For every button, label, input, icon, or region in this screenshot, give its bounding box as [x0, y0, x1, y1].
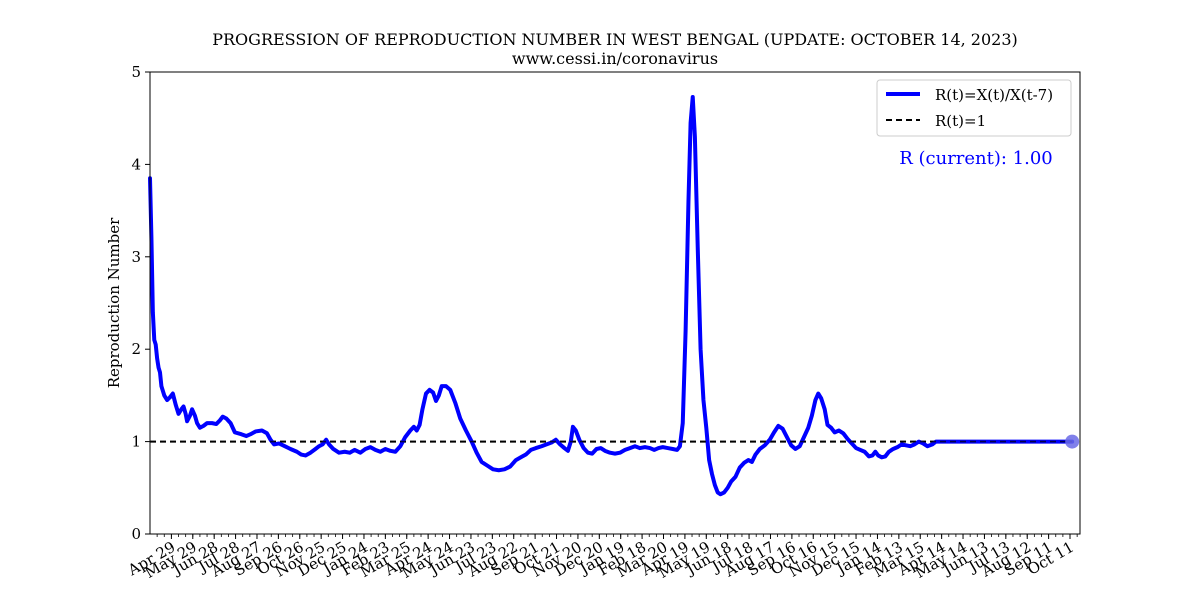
y-tick-label: 5	[131, 63, 141, 81]
y-tick-label: 4	[131, 155, 141, 173]
legend-label-rt: R(t)=X(t)/X(t-7)	[935, 86, 1053, 104]
y-axis: 0 1 2 3 4 5	[131, 63, 150, 543]
plot-area	[148, 94, 1080, 497]
series-rt-line	[148, 94, 1075, 497]
chart-subtitle: www.cessi.in/coronavirus	[512, 49, 718, 68]
y-tick-label: 2	[131, 340, 141, 358]
legend-box	[876, 79, 1072, 137]
y-tick-label: 1	[131, 433, 141, 451]
current-point-marker	[1065, 434, 1080, 449]
legend: R(t)=X(t)/X(t-7) R(t)=1	[876, 79, 1072, 137]
y-axis-label: Reproduction Number	[105, 217, 123, 388]
plot-frame	[149, 71, 1081, 535]
x-tick-label: Oct 11	[1024, 538, 1077, 579]
y-tick-label: 3	[131, 248, 141, 266]
current-r-annotation: R (current): 1.00	[899, 148, 1053, 169]
legend-label-reference: R(t)=1	[935, 112, 986, 130]
y-tick-label: 0	[131, 525, 141, 543]
chart-title: PROGRESSION OF REPRODUCTION NUMBER IN WE…	[212, 30, 1018, 49]
